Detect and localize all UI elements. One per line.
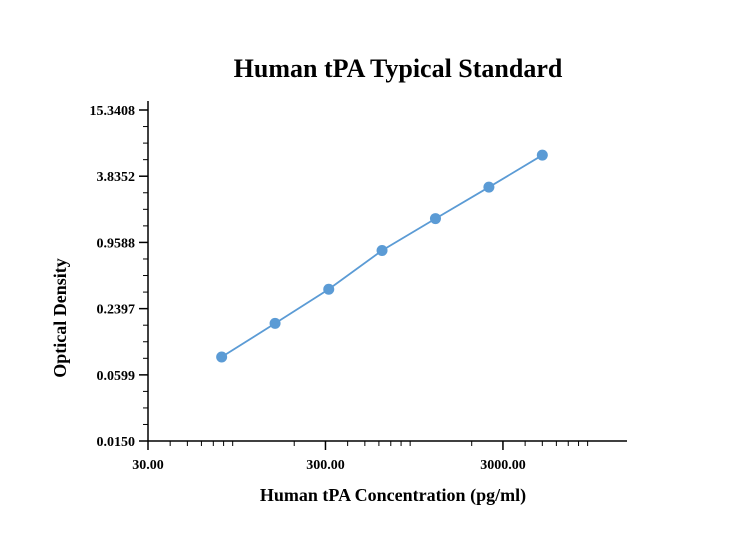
y-axis-label: Optical Density	[50, 258, 70, 378]
y-tick-label: 0.0150	[97, 435, 136, 450]
axis-ticks: 30.00 300.00 3000.00 0.0150 0.0599 0.2397 0.95…	[90, 104, 589, 473]
data-point	[429, 213, 441, 225]
y-tick-label: 0.9588	[97, 236, 136, 251]
x-tick-label: 30.00	[132, 458, 164, 473]
chart-title: Human tPA Typical Standard	[234, 54, 563, 83]
data-point	[216, 351, 228, 363]
x-axis-label: Human tPA Concentration (pg/ml)	[260, 485, 526, 506]
y-tick-label: 3.8352	[97, 170, 136, 185]
x-tick-label: 3000.00	[480, 458, 526, 473]
series-line	[221, 154, 543, 358]
plot-area	[216, 149, 548, 363]
data-point	[323, 283, 335, 295]
data-point	[269, 317, 281, 329]
y-tick-label: 0.2397	[97, 303, 136, 318]
data-point	[376, 244, 388, 256]
x-tick-label: 300.00	[306, 458, 345, 473]
data-point	[483, 181, 495, 193]
y-tick-label: 15.3408	[90, 104, 136, 119]
y-tick-label: 0.0599	[97, 369, 136, 384]
data-point	[536, 149, 548, 161]
